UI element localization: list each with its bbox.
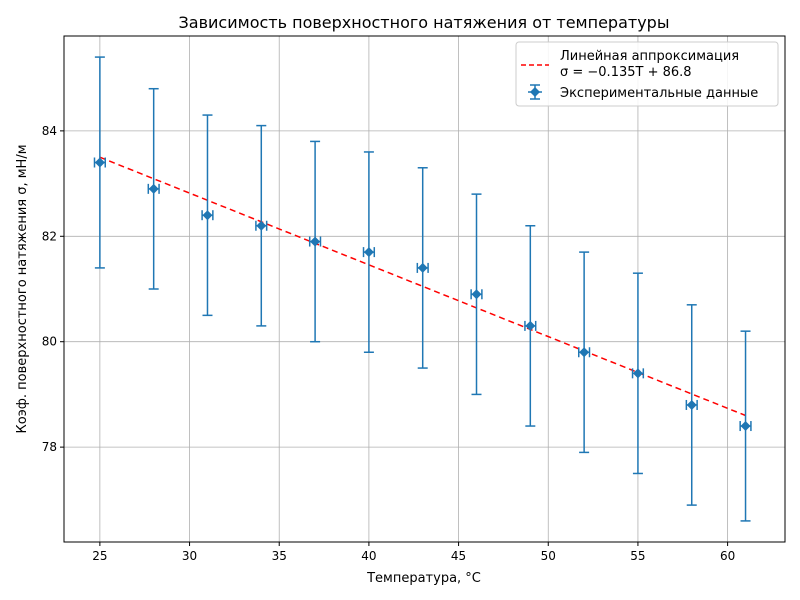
legend-data-swatch xyxy=(528,84,542,100)
data-point xyxy=(93,56,107,269)
data-point xyxy=(416,167,429,369)
data-point xyxy=(685,304,698,506)
x-tick-label: 45 xyxy=(451,549,466,563)
x-tick-label: 25 xyxy=(92,549,107,563)
data-point xyxy=(308,140,322,343)
data-point xyxy=(147,87,160,290)
data-point xyxy=(739,330,752,522)
data-marker xyxy=(148,183,159,194)
legend-fit-formula: σ = −0.135T + 86.8 xyxy=(560,65,692,80)
x-tick-label: 50 xyxy=(541,549,556,563)
y-tick-label: 78 xyxy=(42,440,57,454)
x-axis-label: Температура, °C xyxy=(366,571,481,586)
data-point xyxy=(255,124,268,327)
data-point xyxy=(470,193,483,396)
x-tick-label: 40 xyxy=(361,549,376,563)
data-marker xyxy=(256,220,267,231)
data-marker xyxy=(363,247,374,258)
data-point xyxy=(524,225,537,427)
x-tick-label: 55 xyxy=(630,549,645,563)
x-axis-ticks: 25 30 35 40 45 50 55 60 xyxy=(92,542,735,563)
data-points xyxy=(93,56,752,522)
grid xyxy=(64,36,785,542)
data-marker xyxy=(471,289,482,300)
data-marker xyxy=(740,421,751,432)
y-tick-label: 84 xyxy=(42,124,57,138)
legend: Линейная аппроксимация σ = −0.135T + 86.… xyxy=(515,41,779,107)
data-marker xyxy=(632,368,643,379)
legend-data-label: Экспериментальные данные xyxy=(560,86,758,101)
y-axis-label: Коэф. поверхностного натяжения σ, мН/м xyxy=(15,144,30,433)
y-axis-ticks: 78 80 82 84 xyxy=(42,124,64,454)
x-tick-label: 30 xyxy=(182,549,197,563)
data-marker xyxy=(579,347,590,358)
data-point xyxy=(362,151,376,353)
legend-box xyxy=(515,41,779,107)
data-marker xyxy=(686,399,697,410)
plot-area xyxy=(63,35,786,543)
data-marker xyxy=(310,236,321,247)
data-point xyxy=(631,272,645,475)
y-tick-label: 80 xyxy=(42,335,57,349)
y-tick-label: 82 xyxy=(42,229,57,243)
data-point xyxy=(577,251,591,454)
legend-fit-label: Линейная аппроксимация xyxy=(560,49,739,64)
data-marker xyxy=(94,157,105,168)
chart-title: Зависимость поверхностного натяжения от … xyxy=(179,13,670,32)
data-marker xyxy=(525,320,536,331)
data-point xyxy=(201,114,214,317)
data-marker xyxy=(202,210,213,221)
x-tick-label: 35 xyxy=(272,549,287,563)
x-tick-label: 60 xyxy=(720,549,735,563)
data-marker xyxy=(417,262,428,273)
